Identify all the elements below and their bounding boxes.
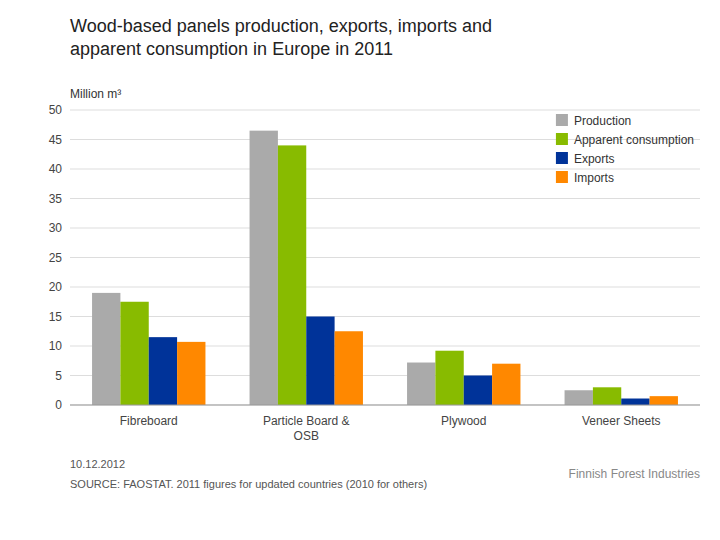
grid-line: [70, 169, 700, 170]
bar: [149, 337, 177, 405]
x-tick-label: Plywood: [441, 414, 486, 428]
bar: [650, 396, 678, 405]
grid-line: [70, 257, 700, 258]
y-tick-label: 0: [55, 398, 62, 412]
legend: Production Apparent consumption Exports Imp…: [556, 114, 694, 185]
y-tick-label: 25: [49, 251, 63, 265]
y-tick-label: 10: [49, 339, 63, 353]
annotation: SOURCE: FAOSTAT. 2011 figures for update…: [70, 478, 427, 490]
grid: [70, 110, 700, 405]
bar: [335, 331, 363, 405]
y-tick-label: 50: [49, 103, 63, 117]
annotation: Finnish Forest Industries: [569, 467, 700, 481]
chart: Wood-based panels production, exports, i…: [0, 0, 720, 540]
y-tick-label: 45: [49, 133, 63, 147]
bars: [92, 131, 678, 405]
y-tick-label: 20: [49, 280, 63, 294]
legend-swatch: [556, 152, 568, 164]
legend-swatch: [556, 133, 568, 145]
grid-line: [70, 405, 700, 406]
legend-label: Production: [574, 114, 631, 128]
title: Wood-based panels production, exports, i…: [70, 16, 492, 59]
y-tick-label: 5: [55, 369, 62, 383]
bar: [435, 351, 463, 405]
bar: [565, 390, 593, 405]
bar: [593, 387, 621, 405]
legend-label: Imports: [574, 171, 614, 185]
bar: [92, 293, 120, 405]
bar: [306, 317, 334, 406]
y-tick-label: 30: [49, 221, 63, 235]
legend-swatch: [556, 114, 568, 126]
y-tick-label: 35: [49, 192, 63, 206]
annotation: 10.12.2012: [70, 458, 125, 470]
x-tick-label: Veneer Sheets: [582, 414, 661, 428]
x-tick-label: Fibreboard: [120, 414, 178, 428]
grid-line: [70, 287, 700, 288]
legend-label: Exports: [574, 152, 615, 166]
bar: [407, 363, 435, 405]
bar: [621, 399, 649, 405]
legend-label: Apparent consumption: [574, 133, 694, 147]
x-axis-line: [70, 405, 700, 406]
bar: [492, 364, 520, 405]
bar: [120, 302, 148, 405]
legend-swatch: [556, 171, 568, 183]
bar: [177, 342, 205, 405]
grid-line: [70, 110, 700, 111]
bar: [278, 145, 306, 405]
grid-line: [70, 316, 700, 317]
bar: [250, 131, 278, 405]
grid-line: [70, 198, 700, 199]
grid-line: [70, 228, 700, 229]
bar: [464, 376, 492, 406]
y-tick-label: 15: [49, 310, 63, 324]
y-axis-label: Million m³: [70, 87, 121, 101]
x-tick-label: Particle Board &OSB: [263, 414, 350, 443]
y-tick-label: 40: [49, 162, 63, 176]
